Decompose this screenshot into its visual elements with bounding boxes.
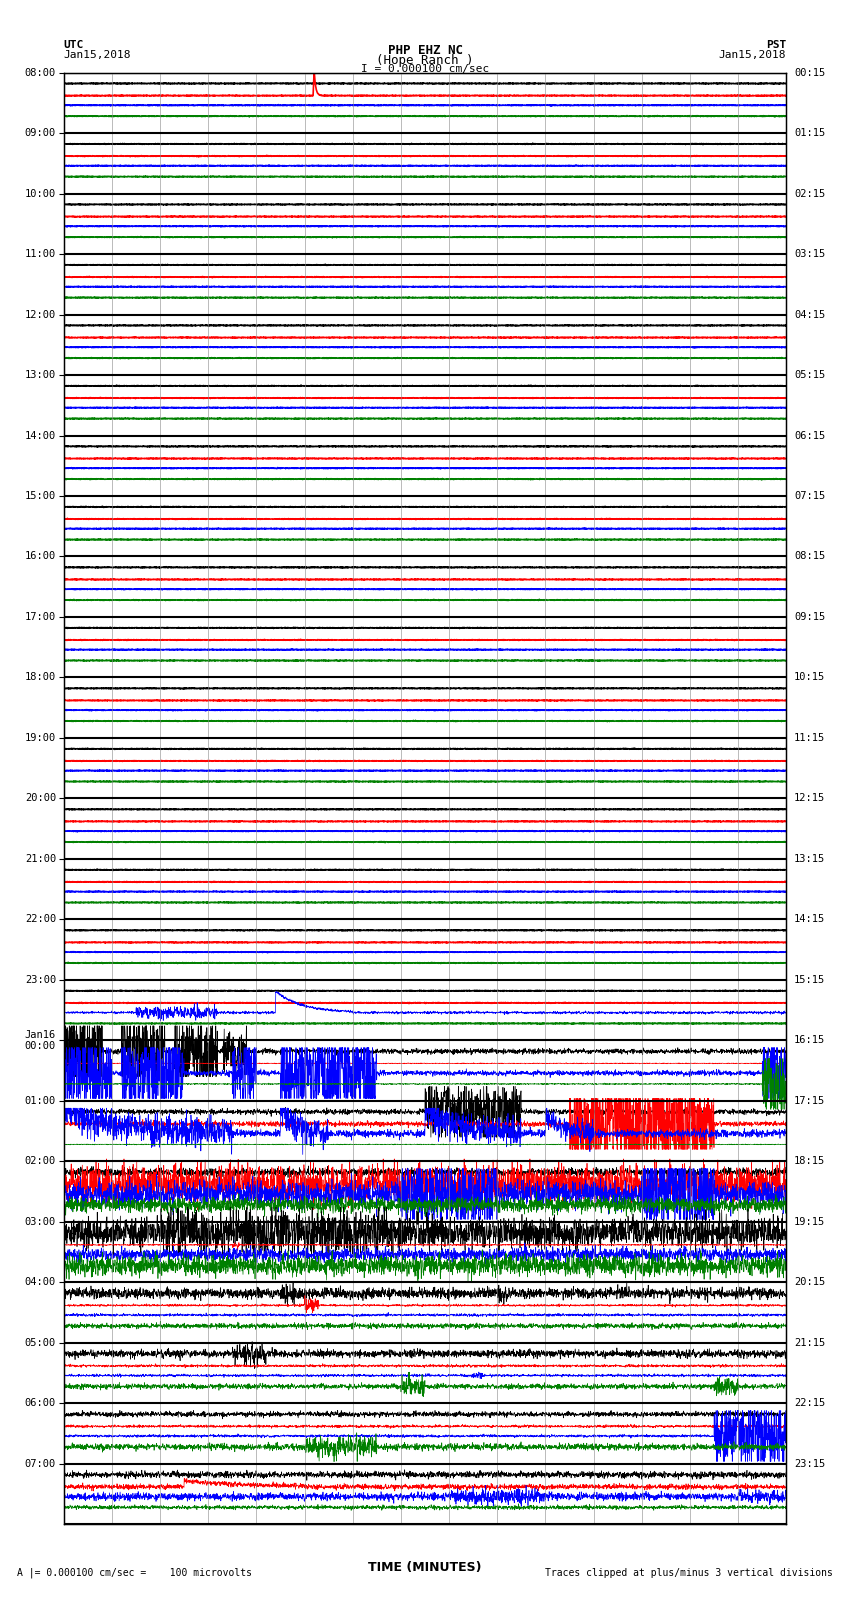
- Text: (Hope Ranch ): (Hope Ranch ): [377, 53, 473, 68]
- X-axis label: TIME (MINUTES): TIME (MINUTES): [368, 1561, 482, 1574]
- Text: Jan15,2018: Jan15,2018: [64, 50, 131, 60]
- Text: UTC: UTC: [64, 40, 84, 50]
- Text: PST: PST: [766, 40, 786, 50]
- Text: PHP EHZ NC: PHP EHZ NC: [388, 44, 462, 58]
- Text: Jan15,2018: Jan15,2018: [719, 50, 786, 60]
- Text: A |= 0.000100 cm/sec =    100 microvolts: A |= 0.000100 cm/sec = 100 microvolts: [17, 1566, 252, 1578]
- Text: I = 0.000100 cm/sec: I = 0.000100 cm/sec: [361, 65, 489, 74]
- Text: Traces clipped at plus/minus 3 vertical divisions: Traces clipped at plus/minus 3 vertical …: [545, 1568, 833, 1578]
